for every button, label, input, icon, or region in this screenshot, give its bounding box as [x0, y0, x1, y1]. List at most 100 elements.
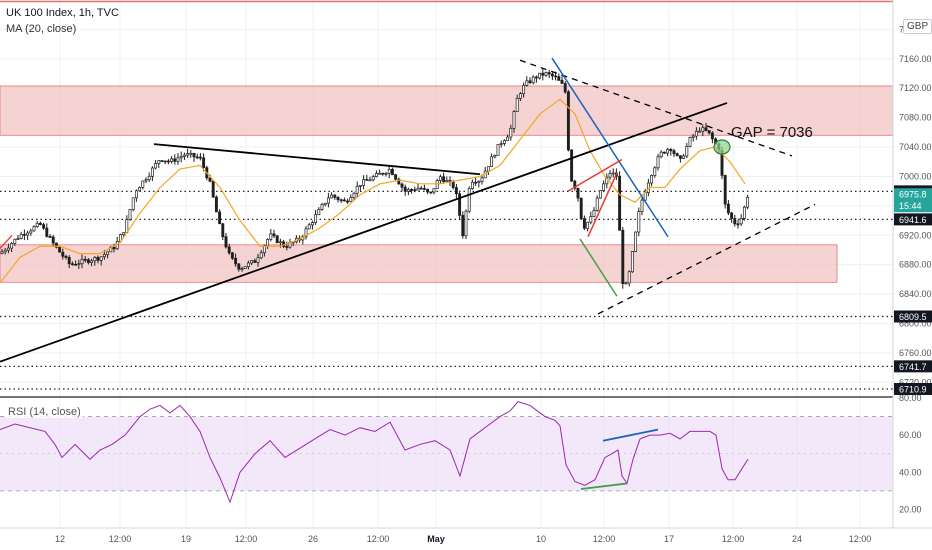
- candle-body: [554, 75, 558, 78]
- candle-body: [602, 183, 606, 191]
- candle-body: [64, 255, 68, 258]
- time-tick-label: 12:00: [367, 534, 390, 544]
- candle-body: [480, 177, 484, 182]
- rsi-divergence-line: [602, 428, 659, 442]
- candle-body: [624, 282, 628, 285]
- candle-body: [48, 236, 52, 238]
- candle-body: [237, 263, 241, 270]
- price-scale-bg: [893, 0, 932, 550]
- candle-body: [730, 212, 734, 219]
- price-label: 6941.6: [899, 215, 927, 225]
- candle-body: [675, 153, 679, 157]
- trend-line: [587, 172, 618, 238]
- candle-body: [214, 196, 218, 213]
- candle-body: [336, 197, 340, 201]
- candle-body: [493, 155, 497, 158]
- candle-body: [13, 238, 17, 244]
- candle-body: [0, 251, 4, 254]
- candle-body: [355, 185, 359, 194]
- candle-body: [346, 200, 350, 203]
- candle-body: [394, 174, 398, 180]
- candle-body: [138, 187, 142, 192]
- candle-body: [563, 83, 567, 93]
- candle-body: [515, 98, 519, 112]
- candle-body: [422, 188, 426, 190]
- candle-body: [650, 175, 654, 184]
- ma-legend[interactable]: MA (20, close): [6, 23, 77, 35]
- candle-body: [608, 173, 612, 178]
- candle-body: [522, 85, 526, 95]
- candle-body: [672, 150, 676, 155]
- rsi-legend[interactable]: RSI (14, close): [6, 406, 83, 418]
- trend-line: [579, 238, 618, 297]
- candle-body: [464, 210, 468, 237]
- candle-body: [506, 136, 510, 141]
- candle-body: [330, 194, 334, 199]
- candle-body: [666, 148, 670, 154]
- candle-body: [707, 130, 711, 134]
- candle-body: [547, 72, 551, 75]
- candle-body: [451, 181, 455, 188]
- candle-body: [51, 236, 55, 244]
- candle-body: [320, 204, 324, 210]
- time-tick-label: 17: [664, 534, 674, 544]
- price-tick-label: 7080.00: [899, 113, 932, 123]
- candle-body: [474, 181, 478, 184]
- candle-body: [403, 186, 407, 192]
- price-tick-label: 7040.00: [899, 142, 932, 152]
- candle-body: [250, 260, 254, 264]
- price-label: 6710.9: [899, 384, 927, 394]
- candle-body: [182, 154, 186, 157]
- candle-body: [662, 151, 666, 154]
- candle-body: [208, 177, 212, 182]
- candle-body: [6, 247, 10, 251]
- candle-body: [16, 238, 20, 240]
- candle-body: [467, 188, 471, 212]
- price-tick-label: 6800.00: [899, 318, 932, 328]
- candle-body: [61, 251, 65, 257]
- candle-body: [586, 221, 590, 229]
- candle-body: [378, 172, 382, 175]
- symbol-legend[interactable]: UK 100 Index, 1h, TVC: [6, 7, 119, 19]
- candle-body: [198, 156, 202, 159]
- candle-body: [384, 172, 388, 175]
- candle-body: [147, 175, 151, 181]
- candle-body: [627, 271, 631, 284]
- candle-body: [112, 246, 116, 250]
- price-label-box: [894, 382, 932, 395]
- gap-annotation[interactable]: GAP = 7036: [731, 124, 813, 141]
- candle-body: [90, 260, 94, 263]
- candle-body: [192, 152, 196, 158]
- candle-body: [307, 224, 311, 230]
- candle-body: [106, 251, 110, 255]
- candle-body: [470, 181, 474, 189]
- candle-body: [579, 197, 583, 219]
- candle-body: [170, 158, 174, 162]
- candle-body: [74, 263, 78, 266]
- candle-body: [349, 197, 353, 202]
- candle-body: [736, 223, 740, 226]
- currency-badge[interactable]: GBP: [903, 19, 932, 34]
- candle-body: [698, 130, 702, 133]
- candle-body: [538, 72, 542, 79]
- candle-body: [592, 210, 596, 217]
- time-tick-label: 12: [55, 534, 65, 544]
- candle-body: [685, 145, 689, 157]
- candle-body: [701, 127, 705, 132]
- candle-body: [368, 179, 372, 182]
- candle-body: [157, 160, 161, 164]
- price-tick-label: 7160.00: [899, 54, 932, 64]
- trend-line: [0, 102, 728, 363]
- candle-body: [83, 258, 87, 261]
- candle-body: [534, 76, 538, 79]
- candle-body: [80, 258, 84, 265]
- price-label-box: [894, 310, 932, 323]
- candle-body: [566, 91, 570, 151]
- candle-body: [573, 180, 577, 189]
- resistance-zone: [0, 85, 894, 136]
- candle-body: [694, 130, 698, 137]
- rsi-tick-label: 20.00: [899, 504, 922, 514]
- time-tick-label: 10: [536, 534, 546, 544]
- candle-body: [272, 233, 276, 237]
